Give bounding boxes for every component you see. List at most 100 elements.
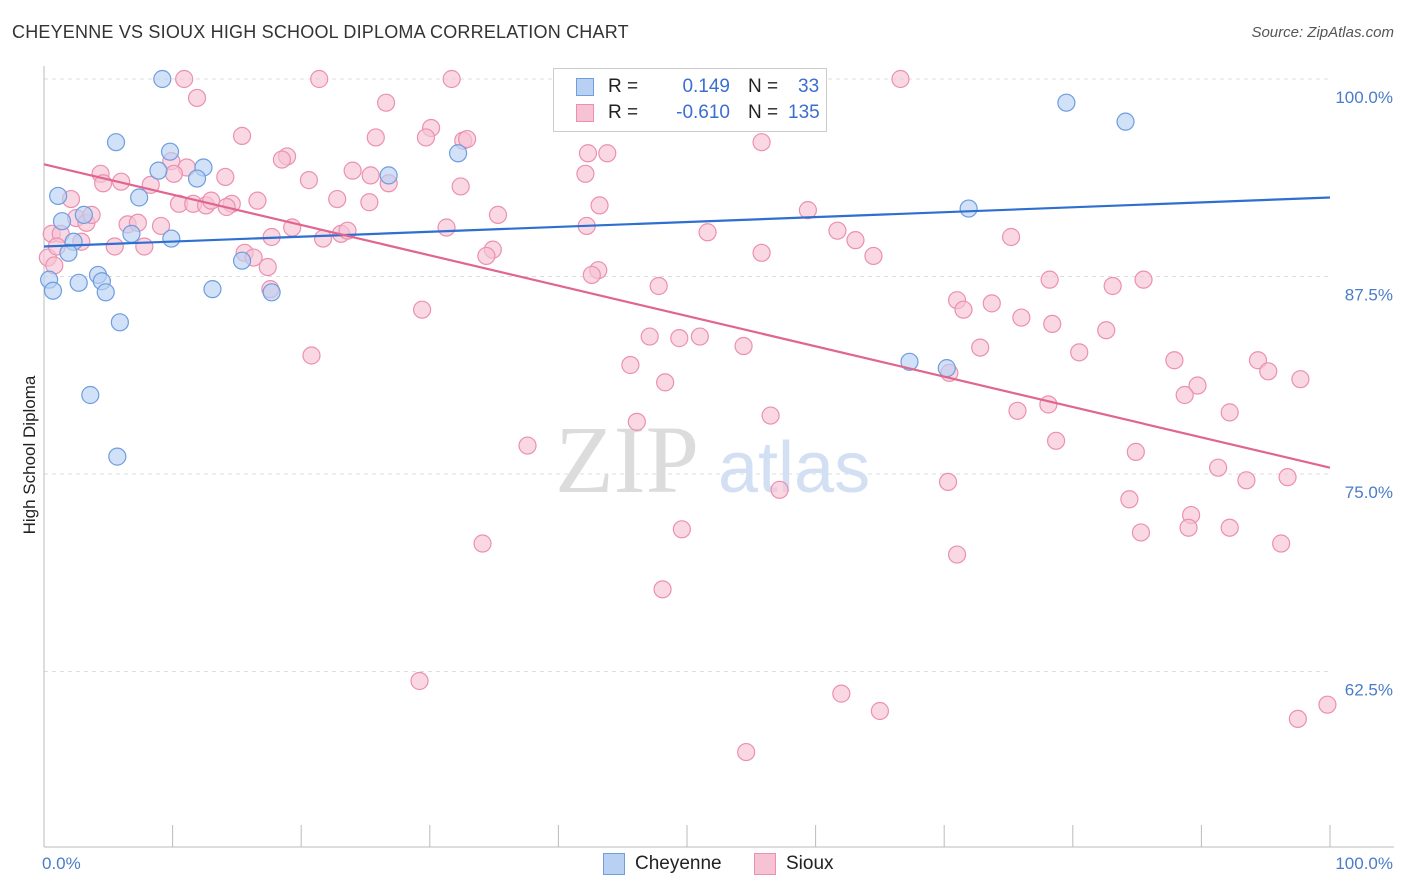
legend-row-cheyenne: R = 0.149 N = 33 [576, 75, 819, 99]
cheyenne-point [448, 144, 468, 163]
cheyenne-trend-line [43, 196, 1331, 248]
sioux-point [1012, 308, 1031, 327]
gridlines [44, 78, 1330, 672]
axes [43, 66, 1394, 848]
bottom-legend-cheyenne: Cheyenne [603, 852, 722, 876]
cheyenne-point [81, 385, 100, 405]
cheyenne-point [43, 281, 63, 300]
sioux-point [202, 191, 221, 210]
y-tick-label-3: 100.0% [1335, 88, 1393, 107]
sioux-points [38, 69, 1337, 762]
sioux-swatch [576, 104, 594, 122]
sioux-point [310, 69, 329, 89]
sioux-point [1131, 523, 1151, 542]
cheyenne-point [379, 166, 398, 185]
cheyenne-point [108, 447, 127, 466]
watermark-atlas: atlas [718, 428, 870, 508]
sioux-point [343, 161, 362, 180]
sioux-point [798, 201, 817, 220]
cheyenne-point [232, 251, 252, 270]
cheyenne-point [1057, 93, 1076, 112]
sioux-point [1291, 370, 1310, 389]
sioux-point [649, 276, 668, 296]
cheyenne-point [110, 313, 129, 332]
sioux-point [653, 580, 672, 599]
cheyenne-point [959, 199, 978, 218]
sioux-point [1220, 518, 1239, 537]
sioux-point [360, 193, 379, 212]
legend-row-sioux: R = -0.610 N = 135 [576, 101, 820, 125]
sioux-point [299, 171, 319, 190]
sioux-point [621, 355, 640, 375]
sioux-point [752, 133, 771, 152]
sioux-trend-line [43, 163, 1331, 469]
sioux-point [598, 144, 617, 163]
cheyenne-point [122, 224, 141, 243]
sioux-point [1046, 431, 1066, 450]
x-tick-label-0: 0.0% [42, 854, 81, 873]
sioux-point [451, 177, 470, 196]
sioux-point [891, 69, 910, 89]
sioux-point [187, 88, 207, 108]
y-tick-label-0: 62.5% [1345, 681, 1393, 700]
sioux-point [477, 246, 496, 266]
sioux-point [164, 164, 183, 183]
cheyenne-point [49, 186, 68, 206]
cheyenne-point [96, 283, 115, 302]
sioux-point [770, 480, 789, 499]
sioux-point [1103, 276, 1122, 296]
sioux-point [105, 237, 124, 256]
sioux-point [982, 294, 1001, 313]
sioux-point [376, 93, 396, 112]
watermark-zip: ZIP [555, 406, 699, 513]
sioux-point [690, 327, 709, 346]
trend-lines [43, 163, 1331, 469]
sioux-point [582, 265, 601, 285]
sioux-point [1220, 403, 1239, 422]
sioux-point [864, 246, 883, 266]
sioux-point [1259, 362, 1278, 381]
sioux-point [258, 257, 277, 277]
sioux-point [734, 336, 753, 356]
cheyenne-point [937, 359, 956, 378]
sioux-point [457, 129, 477, 149]
sioux-point [670, 329, 689, 348]
sioux-point [846, 231, 865, 250]
sioux-point [1179, 518, 1198, 537]
sioux-point [938, 472, 958, 491]
sioux-legend-swatch [754, 853, 776, 875]
sioux-point [366, 128, 385, 147]
watermark: ZIP atlas [555, 406, 870, 513]
sioux-point [1175, 385, 1194, 405]
sioux-legend-label: Sioux [786, 853, 834, 874]
y-tick-label-1: 75.0% [1345, 483, 1393, 502]
cheyenne-point [187, 169, 207, 188]
sioux-point [328, 189, 347, 209]
cheyenne-n-value: 33 [798, 76, 820, 97]
cheyenne-point [74, 205, 93, 224]
source-label: Source: ZipAtlas.com [1251, 24, 1394, 41]
correlation-legend: R = 0.149 N = 33 R = -0.610 N = 135 [553, 68, 827, 132]
sioux-point [1188, 376, 1207, 395]
sioux-point [1040, 270, 1059, 289]
cheyenne-point [59, 243, 78, 262]
sioux-n-value: 135 [788, 102, 820, 123]
y-tick-label-2: 87.5% [1345, 286, 1393, 305]
sioux-point [488, 205, 508, 224]
sioux-point [656, 373, 675, 392]
sioux-point [947, 545, 967, 564]
sioux-point [272, 150, 292, 169]
cheyenne-point [130, 188, 149, 207]
tick-labels: 62.5% 75.0% 87.5% 100.0% 0.0% 100.0% [42, 88, 1393, 873]
sioux-point [752, 243, 771, 262]
sioux-point [954, 300, 973, 319]
sioux-point [175, 69, 194, 89]
sioux-point [737, 742, 756, 762]
sioux-point [442, 69, 461, 89]
y-axis-label: High School Diploma [20, 375, 39, 534]
sioux-point [1001, 227, 1021, 247]
sioux-point [151, 216, 171, 236]
sioux-point [576, 164, 595, 183]
sioux-point [698, 223, 717, 242]
sioux-point [1097, 321, 1116, 340]
